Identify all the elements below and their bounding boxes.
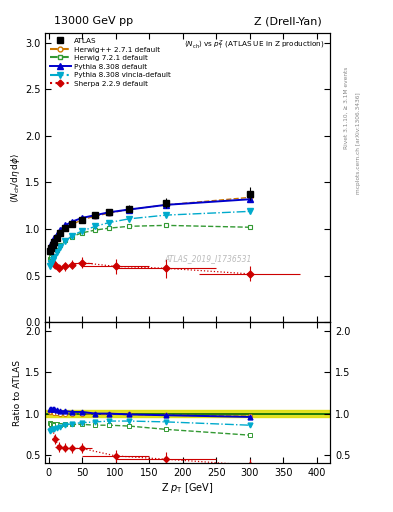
Bar — [45, 410, 330, 417]
Text: Rivet 3.1.10, ≥ 3.1M events: Rivet 3.1.10, ≥ 3.1M events — [344, 67, 349, 148]
Text: ATLAS_2019_I1736531: ATLAS_2019_I1736531 — [164, 254, 251, 263]
X-axis label: Z $p_\mathrm{T}$ [GeV]: Z $p_\mathrm{T}$ [GeV] — [162, 481, 214, 495]
Text: Z (Drell-Yan): Z (Drell-Yan) — [254, 16, 321, 26]
Text: $\langle N_\mathrm{ch}\rangle$ vs $p_\mathrm{T}^Z$ (ATLAS UE in Z production): $\langle N_\mathrm{ch}\rangle$ vs $p_\ma… — [184, 39, 325, 52]
Text: mcplots.cern.ch [arXiv:1306.3436]: mcplots.cern.ch [arXiv:1306.3436] — [356, 93, 361, 194]
Legend: ATLAS, Herwig++ 2.7.1 default, Herwig 7.2.1 default, Pythia 8.308 default, Pythi: ATLAS, Herwig++ 2.7.1 default, Herwig 7.… — [48, 35, 173, 89]
Y-axis label: $\langle N_\mathrm{ch}/\mathrm{d}\eta\,\mathrm{d}\phi\rangle$: $\langle N_\mathrm{ch}/\mathrm{d}\eta\,\… — [9, 153, 22, 203]
Y-axis label: Ratio to ATLAS: Ratio to ATLAS — [13, 360, 22, 426]
Text: 13000 GeV pp: 13000 GeV pp — [54, 16, 133, 26]
